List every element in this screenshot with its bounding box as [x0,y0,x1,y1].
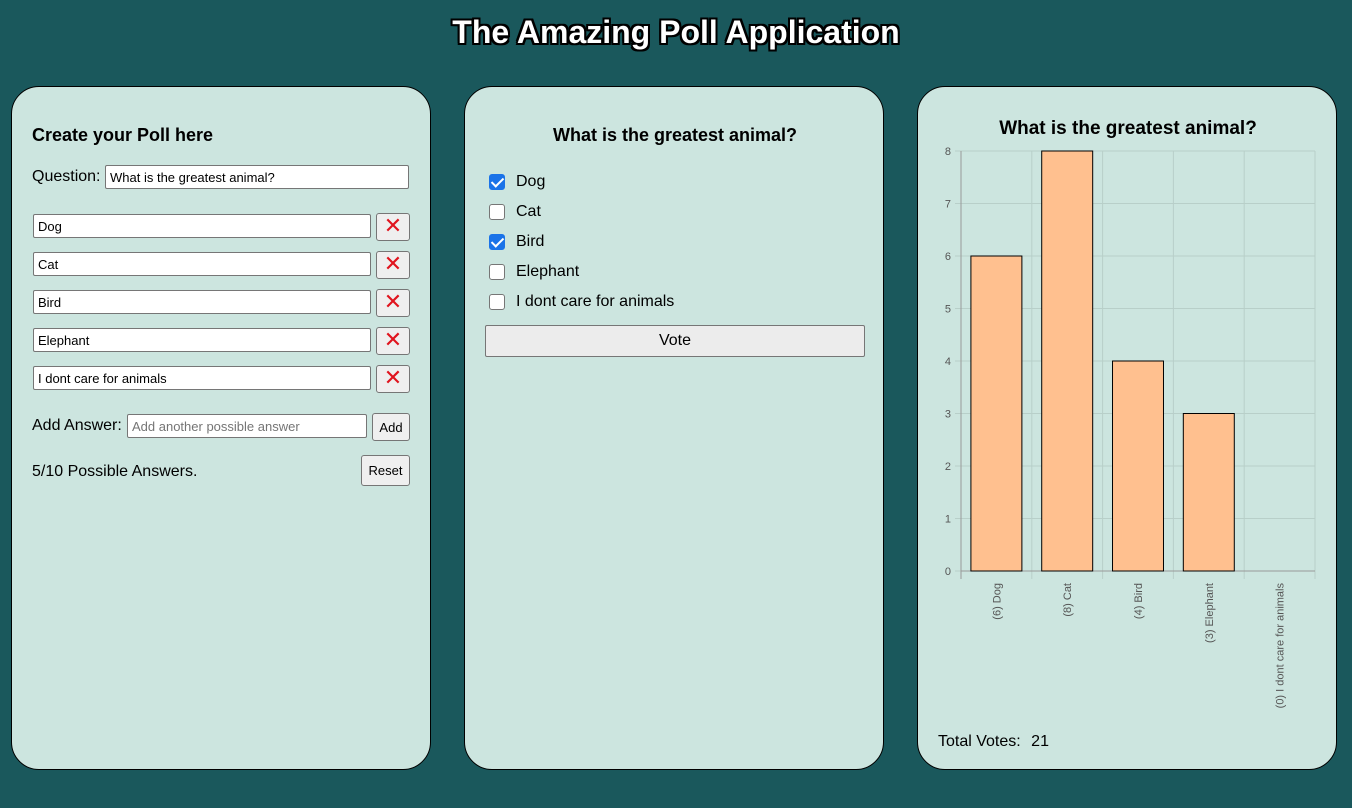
vote-option[interactable]: Bird [489,231,869,261]
y-tick-label: 3 [945,409,951,421]
y-tick-label: 4 [945,356,951,368]
vote-option-label: Bird [516,233,545,250]
total-votes-value: 21 [1031,733,1049,750]
y-tick-label: 5 [945,304,951,316]
answer-row: ✕ [33,289,413,327]
x-tick-label: (8) Cat [1062,583,1074,617]
close-icon: ✕ [383,290,403,315]
checkbox-checked[interactable] [489,234,505,250]
remove-answer-button[interactable]: ✕ [376,365,410,393]
bar [1182,413,1235,572]
answer-input-dog[interactable] [33,214,371,238]
answer-row: ✕ [33,213,413,251]
vote-question-heading: What is the greatest animal? [552,125,798,145]
app-title: The Amazing Poll Application [452,14,900,50]
x-tick-label: (6) Dog [991,583,1003,620]
question-label: Question: [32,168,101,185]
checkbox-checked[interactable] [489,174,505,190]
remove-answer-button[interactable]: ✕ [376,289,410,317]
bar [1041,150,1094,572]
checkbox-unchecked[interactable] [489,204,505,220]
question-row: Question: [32,165,412,191]
total-votes: Total Votes: 21 [938,733,1049,751]
close-icon: ✕ [383,214,403,239]
checkbox-unchecked[interactable] [489,264,505,280]
answer-row: ✕ [33,365,413,403]
answer-input-bird[interactable] [33,290,371,314]
add-answer-row: Add Answer: Add [32,413,412,441]
vote-panel: What is the greatest animal? Dog Cat Bir… [464,86,884,770]
vote-button[interactable]: Vote [485,325,865,357]
question-input[interactable] [105,165,409,189]
vote-option[interactable]: Elephant [489,261,869,291]
answer-input-elephant[interactable] [33,328,371,352]
reset-button[interactable]: Reset [361,455,410,486]
vote-option[interactable]: I dont care for animals [489,291,869,321]
y-tick-label: 6 [945,251,951,263]
answer-input-cat[interactable] [33,252,371,276]
vote-option[interactable]: Dog [489,171,869,201]
checkbox-unchecked[interactable] [489,294,505,310]
x-tick-label: (4) Bird [1133,583,1145,619]
x-tick-label: (3) Elephant [1204,583,1216,643]
add-answer-label: Add Answer: [32,417,122,434]
answer-count-row: 5/10 Possible Answers. Reset [32,455,412,487]
y-tick-label: 2 [945,461,951,473]
create-poll-heading: Create your Poll here [32,125,214,145]
vote-option-label: Cat [516,203,541,220]
answer-count-text: 5/10 Possible Answers. [32,463,198,480]
y-tick-label: 8 [945,146,951,158]
results-panel: What is the greatest animal? 0 1 2 3 4 5 6 7 8 (6… [917,86,1337,770]
vote-option-label: Elephant [516,263,580,280]
answer-row: ✕ [33,327,413,365]
answers-list: ✕ ✕ ✕ ✕ ✕ [33,213,413,403]
answer-input-no-care[interactable] [33,366,371,390]
create-poll-panel: Create your Poll here Question: ✕ ✕ ✕ ✕ … [11,86,431,770]
bar [970,255,1023,572]
vote-option-label: I dont care for animals [516,293,675,310]
remove-answer-button[interactable]: ✕ [376,251,410,279]
close-icon: ✕ [383,252,403,277]
answer-row: ✕ [33,251,413,289]
total-votes-label: Total Votes: [938,733,1021,750]
vote-option[interactable]: Cat [489,201,869,231]
add-answer-input[interactable] [127,414,367,438]
remove-answer-button[interactable]: ✕ [376,213,410,241]
y-tick-label: 1 [945,514,951,526]
bar [1112,360,1164,572]
results-bar-chart: 0 1 2 3 4 5 6 7 8 (6) Dog (8) Cat (4) Bird (3) Eleph… [945,146,1316,709]
x-tick-label: (0) I dont care for animals [1275,583,1287,709]
close-icon: ✕ [383,328,403,353]
remove-answer-button[interactable]: ✕ [376,327,410,355]
vote-options: Dog Cat Bird Elephant I dont care for an… [489,171,869,321]
y-tick-label: 7 [945,199,951,211]
chart-title: What is the greatest animal? [999,118,1257,139]
vote-option-label: Dog [516,173,546,190]
y-tick-label: 0 [945,566,951,578]
close-icon: ✕ [383,366,403,391]
add-answer-button[interactable]: Add [372,413,410,441]
